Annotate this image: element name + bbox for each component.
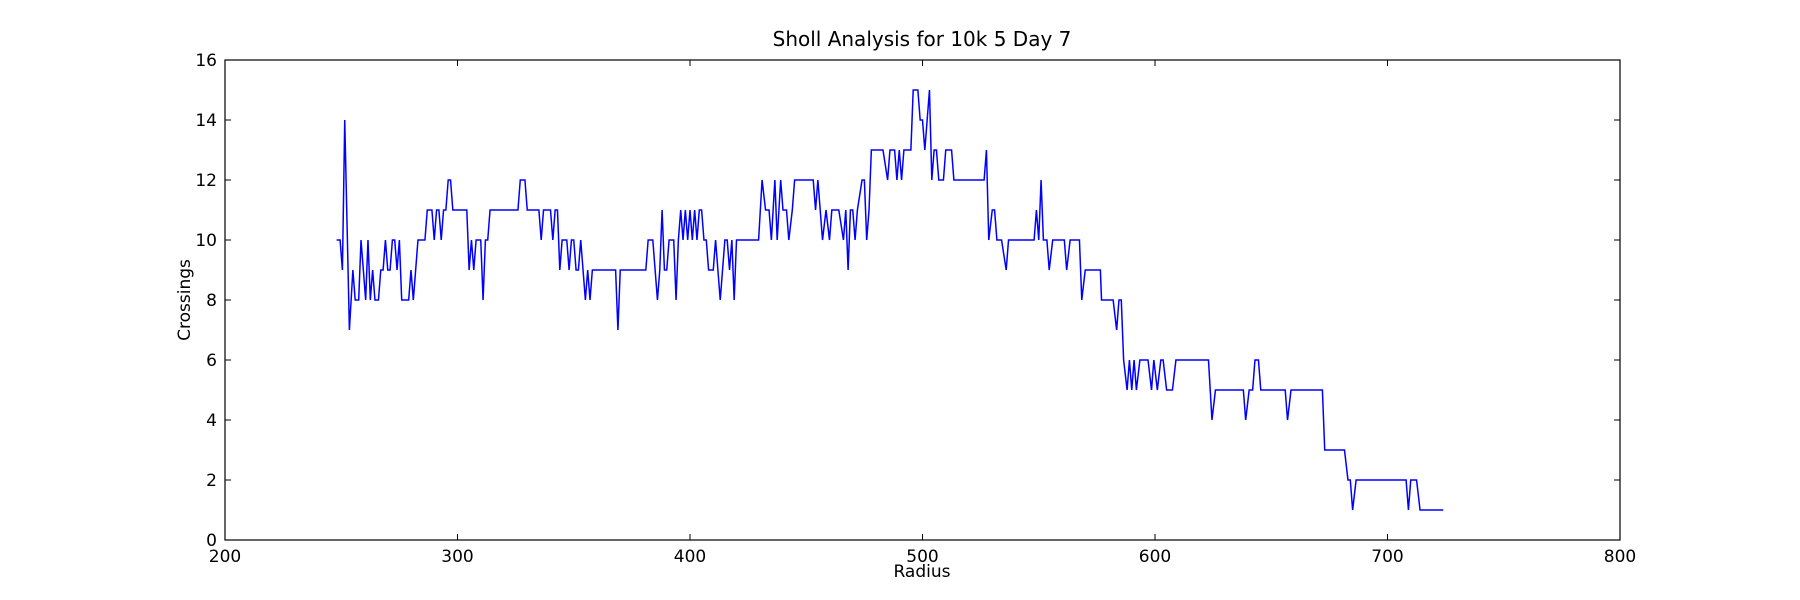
y-tick-label: 14 bbox=[195, 111, 217, 131]
data-line bbox=[336, 89, 1444, 511]
y-tick-label: 12 bbox=[195, 171, 217, 191]
y-tick-label: 0 bbox=[206, 531, 217, 551]
x-tick-label: 700 bbox=[1371, 547, 1403, 567]
x-tick-label: 200 bbox=[209, 547, 241, 567]
x-tick-label: 400 bbox=[674, 547, 706, 567]
y-tick-label: 16 bbox=[195, 51, 217, 71]
x-tick-label: 500 bbox=[906, 547, 938, 567]
plot-frame bbox=[224, 59, 1621, 541]
x-tick-label: 300 bbox=[441, 547, 473, 567]
x-axis-label: Radius bbox=[893, 562, 950, 582]
y-tick-label: 8 bbox=[206, 291, 217, 311]
chart-title: Sholl Analysis for 10k 5 Day 7 bbox=[773, 27, 1072, 51]
y-tick-label: 4 bbox=[206, 411, 217, 431]
y-tick-label: 10 bbox=[195, 231, 217, 251]
y-axis-label: Crossings bbox=[175, 259, 195, 341]
y-tick-label: 2 bbox=[206, 471, 217, 491]
x-tick-label: 800 bbox=[1604, 547, 1636, 567]
x-tick-label: 600 bbox=[1139, 547, 1171, 567]
y-tick-label: 6 bbox=[206, 351, 217, 371]
